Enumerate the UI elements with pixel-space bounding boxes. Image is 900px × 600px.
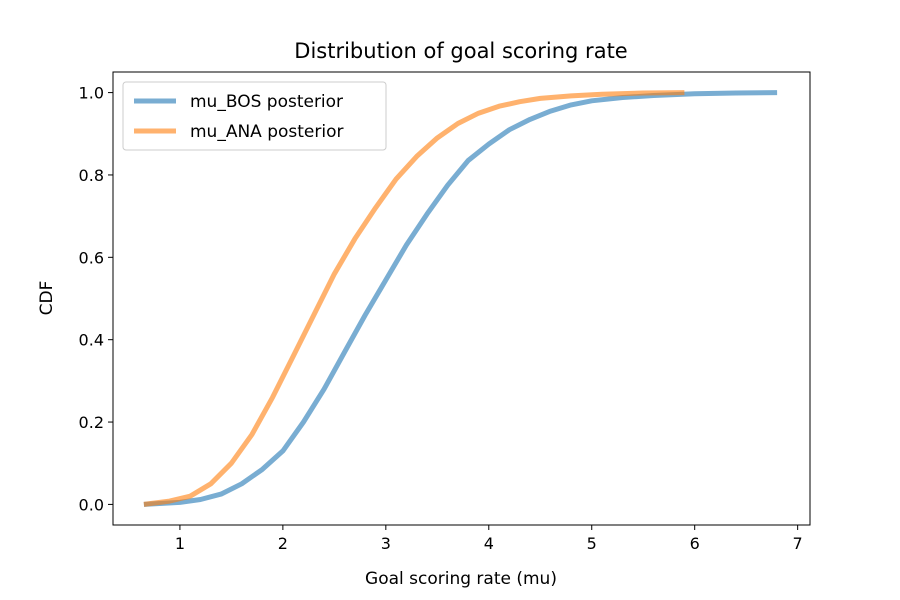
x-tick-label: 7 [793,534,803,553]
y-tick-label: 0.0 [79,495,104,514]
x-tick-label: 6 [690,534,700,553]
legend-label-ana: mu_ANA posterior [190,122,344,142]
y-tick-label: 0.8 [79,166,104,185]
x-tick-label: 4 [484,534,494,553]
series-layer [143,90,778,507]
x-axis-label: Goal scoring rate (mu) [365,569,557,589]
legend-box [122,81,387,151]
legend: mu_BOS posterior mu_ANA posterior [122,81,387,151]
x-tick-label: 1 [175,534,185,553]
y-tick-label: 0.2 [79,413,104,432]
chart-title: Distribution of goal scoring rate [294,39,627,63]
series-line-0 [143,90,778,507]
y-axis-ticks: 0.0 0.2 0.4 0.6 0.8 1.0 [79,84,113,514]
series-line-1 [143,90,685,507]
x-axis-ticks: 1 2 3 4 5 6 7 [175,525,803,553]
y-tick-label: 0.4 [79,331,104,350]
y-tick-label: 1.0 [79,84,104,103]
plot-frame [112,71,811,526]
x-tick-label: 3 [381,534,391,553]
x-tick-label: 5 [587,534,597,553]
y-tick-label: 0.6 [79,248,104,267]
x-tick-label: 2 [278,534,288,553]
y-axis-label: CDF [37,281,57,316]
legend-label-bos: mu_BOS posterior [190,92,343,112]
